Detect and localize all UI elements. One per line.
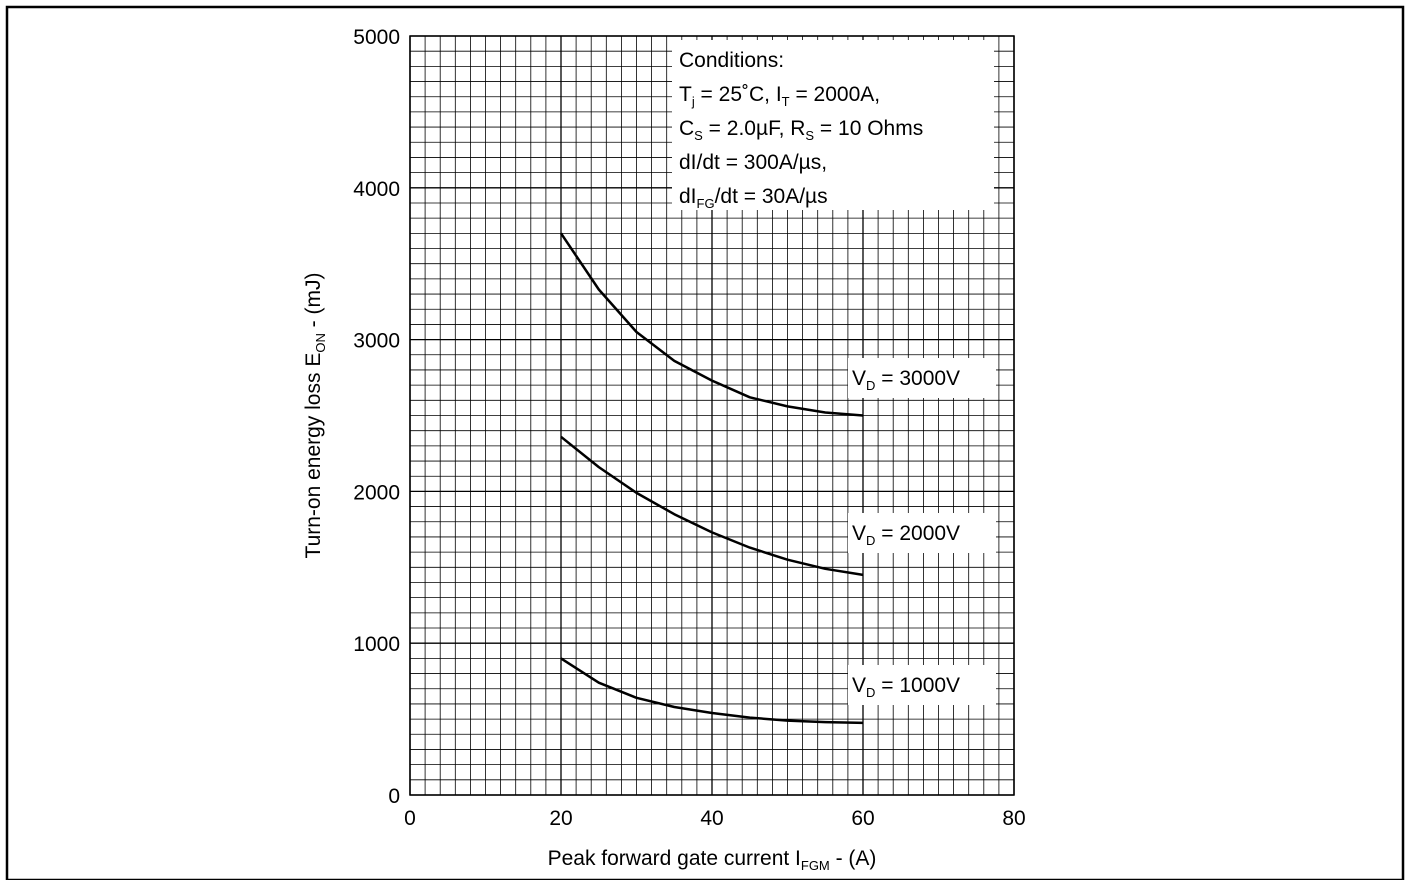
conditions-line: Tj = 25˚C, IT = 2000A,	[679, 83, 880, 109]
series-label-background	[848, 513, 996, 553]
x-axis-label: Peak forward gate current IFGM - (A)	[548, 847, 877, 873]
series-label-background	[848, 358, 996, 398]
series-label-text: VD = 2000V	[852, 522, 960, 548]
conditions-line: CS = 2.0µF, RS = 10 Ohms	[679, 117, 923, 143]
y-axis-label: Turn-on energy loss EON - (mJ)	[302, 273, 328, 559]
x-tick-label: 80	[1002, 807, 1025, 830]
series-label: VD = 3000V	[848, 358, 996, 398]
y-tick-label: 4000	[353, 178, 400, 201]
y-tick-label: 2000	[353, 481, 400, 504]
series-label: VD = 1000V	[848, 665, 996, 705]
conditions-heading: Conditions:	[679, 49, 784, 72]
series-label: VD = 2000V	[848, 513, 996, 553]
conditions-background	[672, 40, 994, 210]
x-tick-label: 20	[549, 807, 572, 830]
y-tick-label: 3000	[353, 330, 400, 353]
conditions-box: Conditions: Tj = 25˚C, IT = 2000A, CS = 2.…	[672, 40, 994, 211]
y-tick-label: 0	[388, 785, 400, 808]
y-tick-label: 5000	[353, 26, 400, 49]
conditions-line: dIFG/dt = 30A/µs	[679, 185, 828, 211]
x-tick-label: 0	[404, 807, 416, 830]
y-tick-label: 1000	[353, 633, 400, 656]
series-line	[559, 232, 864, 417]
conditions-line: dI/dt = 300A/µs,	[679, 151, 827, 174]
page-border	[5, 5, 1405, 880]
series-line	[560, 435, 864, 577]
series-label-text: VD = 3000V	[852, 367, 960, 393]
series-label-background	[848, 665, 996, 705]
series-label-text: VD = 1000V	[852, 674, 960, 700]
series-line	[560, 657, 864, 725]
plot-area-border	[409, 35, 1015, 796]
x-tick-label: 40	[700, 807, 723, 830]
x-tick-label: 60	[851, 807, 874, 830]
